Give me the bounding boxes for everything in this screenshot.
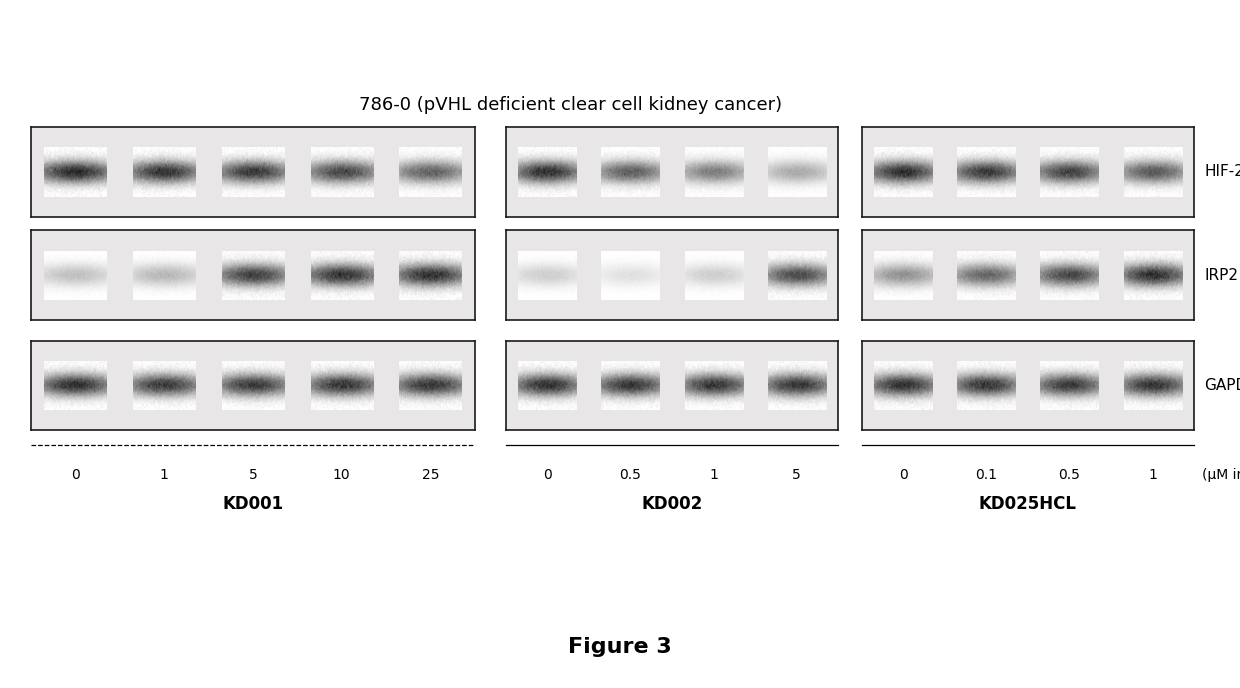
Text: 25: 25 (422, 468, 439, 482)
Text: 1: 1 (160, 468, 169, 482)
Text: 0: 0 (71, 468, 79, 482)
Text: 0: 0 (543, 468, 552, 482)
Text: 5: 5 (792, 468, 801, 482)
Text: 0.5: 0.5 (1059, 468, 1080, 482)
Text: HIF-2α: HIF-2α (1204, 164, 1240, 180)
Text: 5: 5 (248, 468, 258, 482)
Text: GAPDH: GAPDH (1204, 378, 1240, 393)
Text: KD025HCL: KD025HCL (978, 495, 1078, 513)
Text: 1: 1 (709, 468, 718, 482)
Text: 0.1: 0.1 (976, 468, 997, 482)
Text: 1: 1 (1148, 468, 1157, 482)
Text: (μM inhibitor): (μM inhibitor) (1202, 468, 1240, 482)
Text: 786-0 (pVHL deficient clear cell kidney cancer): 786-0 (pVHL deficient clear cell kidney … (358, 96, 782, 114)
Text: IRP2: IRP2 (1204, 268, 1238, 283)
Text: 0.5: 0.5 (620, 468, 641, 482)
Text: KD001: KD001 (222, 495, 284, 513)
Text: 0: 0 (899, 468, 908, 482)
Text: KD002: KD002 (641, 495, 703, 513)
Text: 10: 10 (332, 468, 351, 482)
Text: Figure 3: Figure 3 (568, 636, 672, 657)
